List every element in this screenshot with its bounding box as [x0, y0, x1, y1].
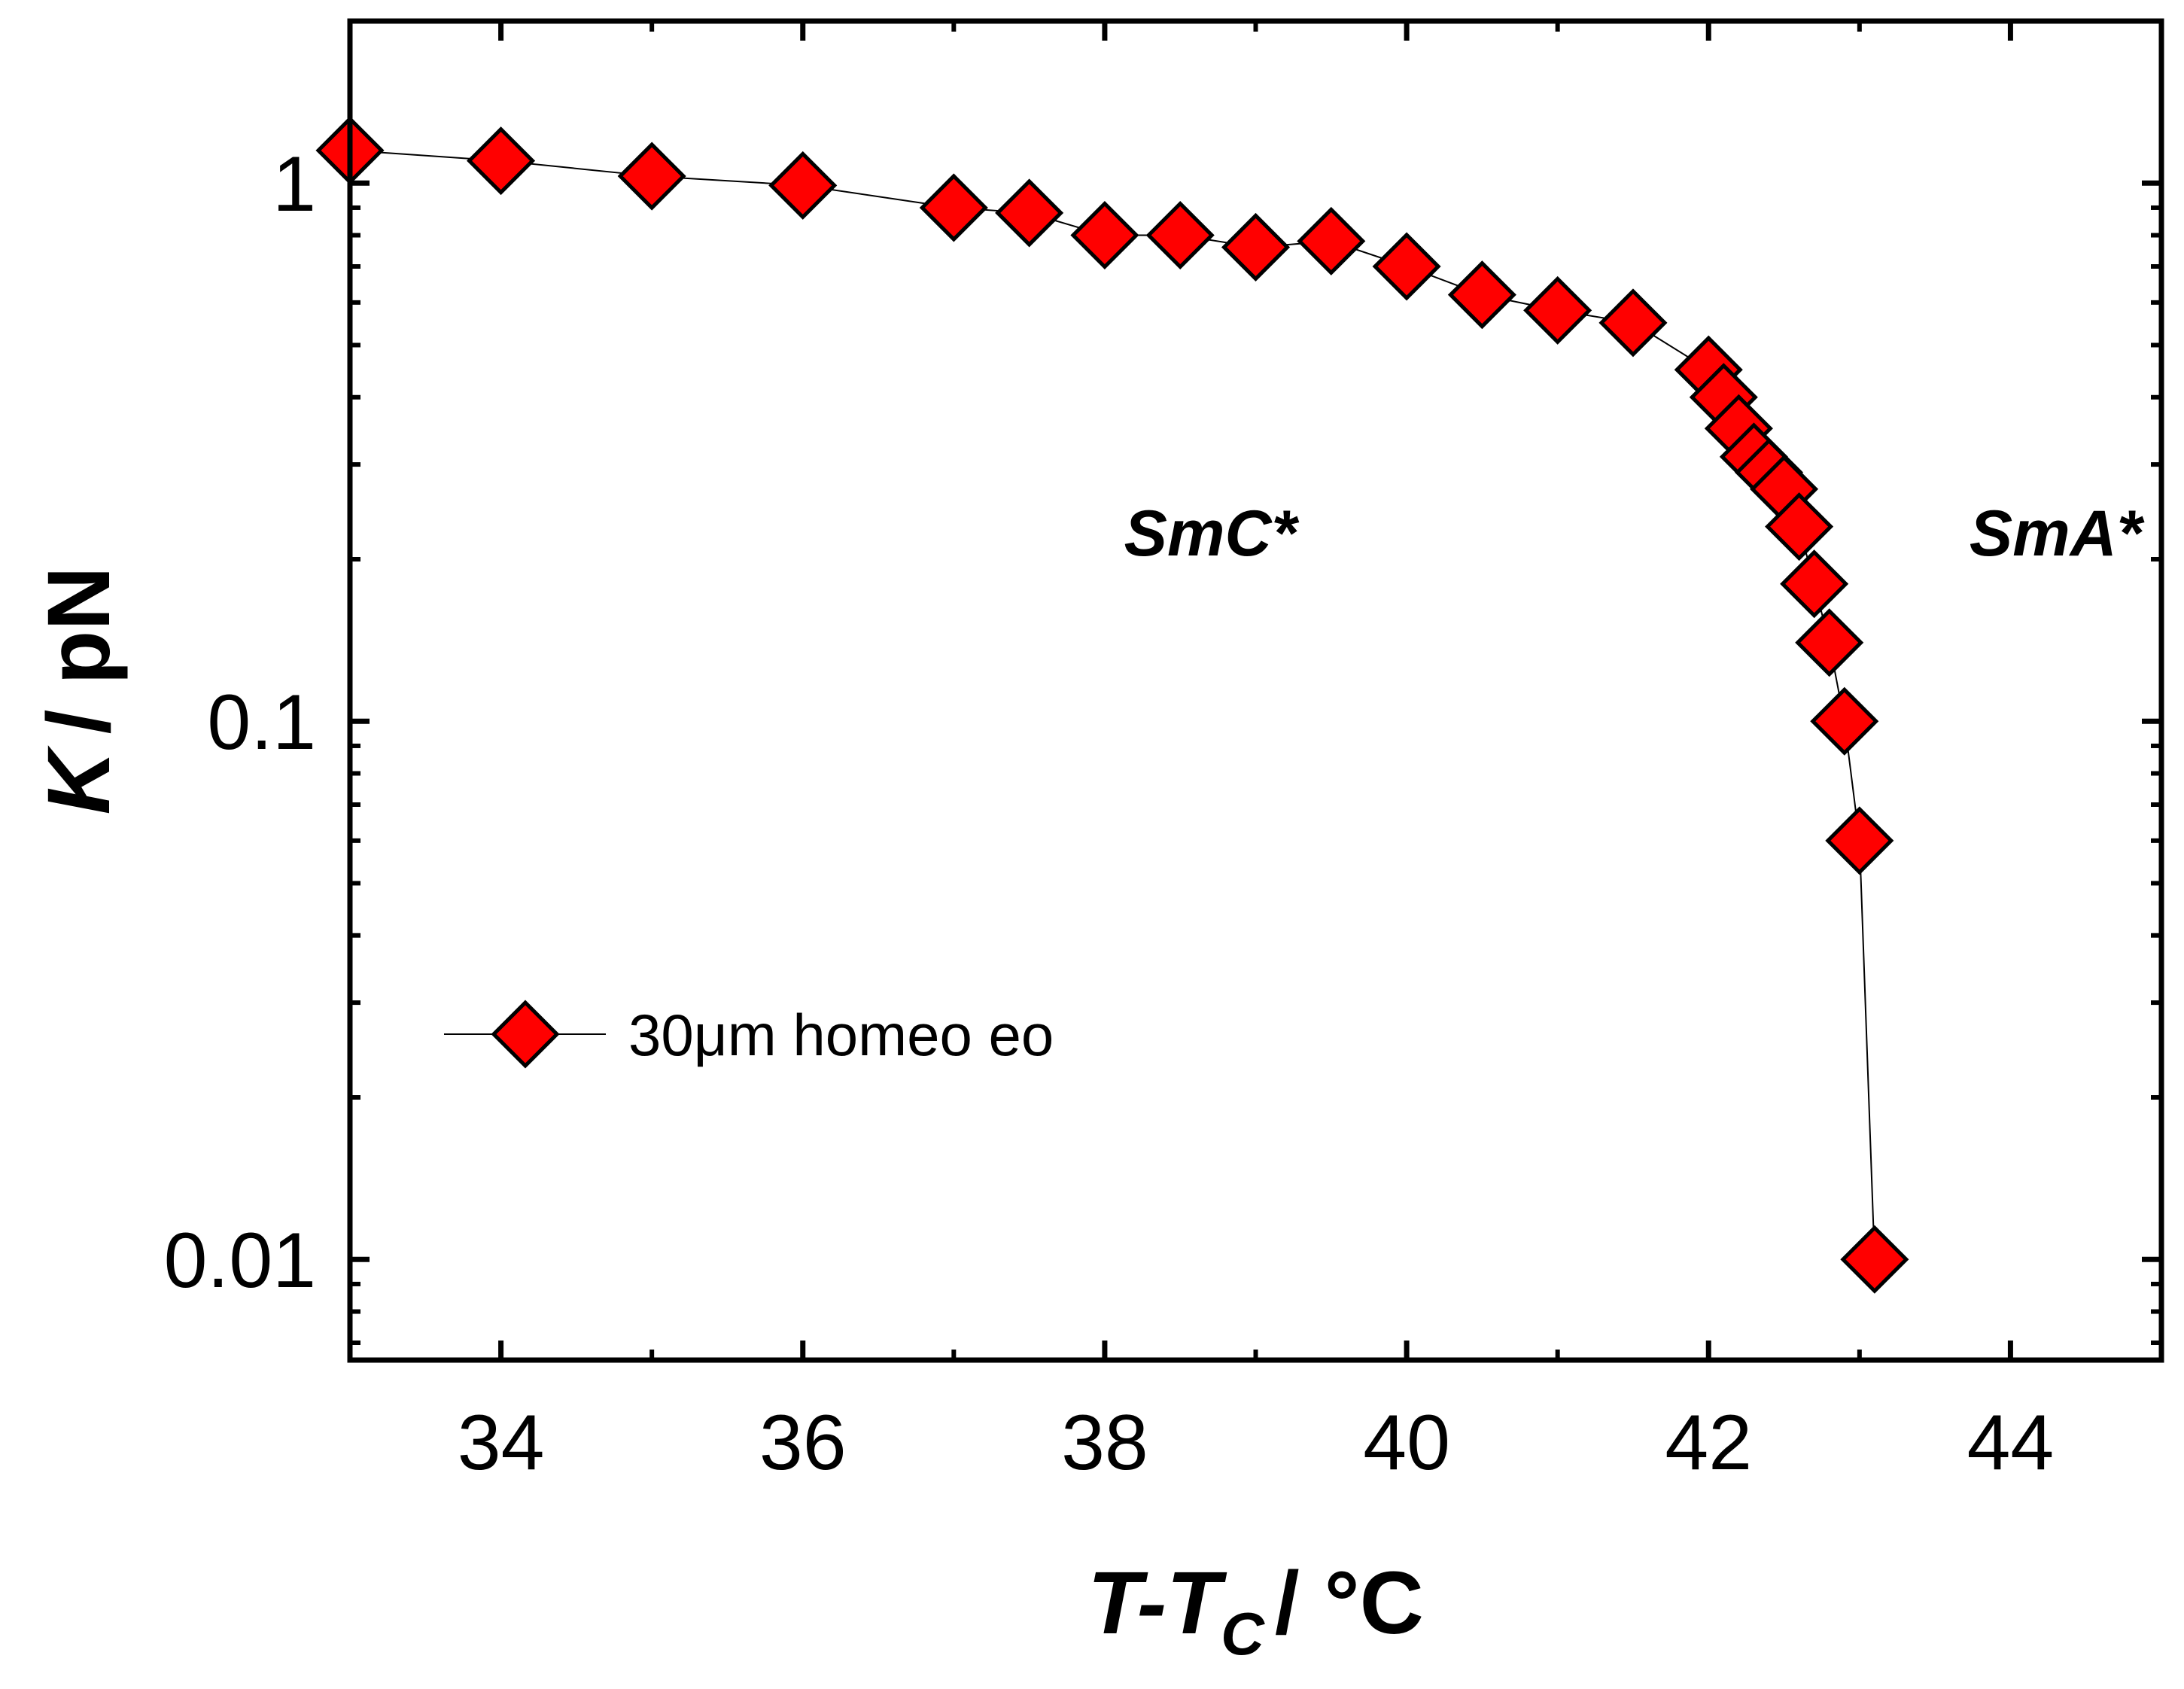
y-axis-title-unit: / pN	[29, 566, 129, 734]
data-point	[1825, 806, 1894, 875]
legend-label: 30μm homeo eo	[628, 1002, 1054, 1068]
legend-diamond-marker	[491, 1000, 560, 1069]
x-tick-label: 36	[759, 1399, 847, 1487]
y-axis-title-main: K	[29, 745, 129, 815]
data-point	[1070, 200, 1139, 270]
x-tick-label: 40	[1363, 1399, 1450, 1487]
y-tick-label: 0.1	[207, 679, 316, 766]
data-point	[1795, 608, 1864, 677]
x-tick-label: 44	[1967, 1399, 2055, 1487]
legend: 30μm homeo eo	[444, 1000, 1054, 1069]
x-axis-ticks: 34 36 38 40 42 44	[348, 21, 2164, 1487]
annotation-sma-phase: SmA*	[1970, 498, 2145, 570]
data-point	[995, 178, 1064, 248]
data-point	[1780, 549, 1849, 619]
y-tick-label: 1	[272, 141, 316, 228]
y-axis-ticks: 0.01 0.1 1	[164, 19, 2161, 1345]
data-point	[617, 142, 686, 211]
y-tick-label: 0.01	[164, 1217, 316, 1304]
x-axis-title-unit: / °C	[1275, 1554, 1424, 1653]
data-point	[1145, 200, 1215, 270]
data-markers	[315, 116, 1909, 1294]
data-point	[1840, 1225, 1909, 1294]
annotation-smc-phase: SmC*	[1124, 498, 1300, 570]
data-point	[1297, 206, 1366, 275]
x-tick-label: 34	[458, 1399, 545, 1487]
y-axis-title: K / pN	[29, 566, 129, 814]
data-point	[467, 126, 536, 196]
x-axis-title-main: T-T	[1087, 1554, 1227, 1653]
data-point	[1810, 686, 1879, 756]
x-tick-label: 38	[1061, 1399, 1148, 1487]
data-point	[1221, 212, 1291, 282]
data-point	[1765, 492, 1834, 561]
x-tick-label: 42	[1665, 1399, 1752, 1487]
data-point	[768, 151, 838, 220]
data-point	[1447, 260, 1516, 330]
data-point	[1598, 288, 1668, 358]
data-point	[919, 173, 988, 242]
x-axis-title: T-TC / °C	[1087, 1554, 1424, 1667]
x-axis-title-subscript: C	[1221, 1600, 1265, 1667]
data-point	[1523, 275, 1592, 345]
data-point	[1372, 232, 1441, 301]
